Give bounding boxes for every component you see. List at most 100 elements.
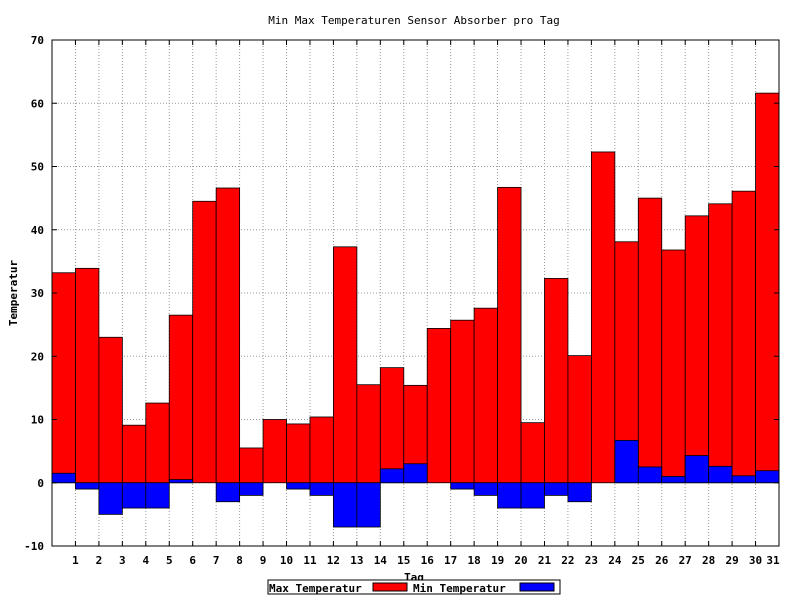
x-tick-label: 14 [374,554,388,567]
legend-label-max: Max Temperatur [269,582,362,595]
y-axis-ticks: -10 0 10 20 30 40 50 60 70 [24,34,779,553]
bar-max-temperatur [473,307,498,484]
bar-min-temperatur [684,455,710,484]
bar-min-temperatur [121,482,147,509]
y-tick-label: -10 [24,540,44,553]
x-axis-ticks: 1 2 3 4 5 6 7 8 9 10 11 12 13 14 15 16 17 18 19 20 21 22 23 24 2… [51,40,780,567]
bar-max-temperatur [379,367,405,484]
x-tick-label: 20 [514,554,527,567]
x-tick-label: 11 [303,554,317,567]
x-tick-label: 31 [766,554,780,567]
bar-min-temperatur [637,466,663,484]
bar-min-temperatur [145,482,170,509]
x-tick-label: 21 [538,554,552,567]
x-tick-label: 2 [96,554,103,567]
x-tick-label: 24 [608,554,622,567]
x-tick-label: 5 [166,554,173,567]
bar-max-temperatur [145,402,170,484]
bar-max-temperatur [239,447,264,484]
bar-min-temperatur [356,482,381,528]
x-tick-label: 1 [72,554,79,567]
y-tick-label: 40 [31,224,44,237]
legend-swatch-min [519,582,555,592]
x-tick-label: 18 [468,554,481,567]
y-tick-label: 60 [31,97,44,110]
x-tick-label: 3 [119,554,126,567]
bar-max-temperatur [450,319,475,484]
x-tick-label: 9 [260,554,267,567]
x-tick-label: 29 [725,554,738,567]
y-tick-label: 10 [31,414,44,427]
x-tick-label: 10 [280,554,293,567]
bar-min-temperatur [98,482,123,515]
bar-min-temperatur [309,482,334,496]
x-tick-label: 23 [585,554,598,567]
x-tick-label: 16 [421,554,435,567]
bar-max-temperatur [309,416,334,484]
bar-max-temperatur [520,422,545,484]
bar-max-temperatur [661,249,686,484]
x-tick-label: 27 [679,554,692,567]
bar-min-temperatur [544,482,569,496]
bar-min-temperatur [614,439,639,484]
bar-min-temperatur [75,482,100,490]
x-tick-label: 4 [142,554,149,567]
bar-max-temperatur [426,328,452,484]
y-tick-label: 30 [31,287,44,300]
bar-max-temperatur [262,419,287,484]
bar-max-temperatur [755,92,780,484]
bar-max-temperatur [215,187,241,484]
bar-max-temperatur [356,384,381,484]
bar-min-temperatur [51,472,76,484]
x-tick-label: 7 [213,554,220,567]
bar-min-temperatur [403,463,428,484]
bar-max-temperatur [708,203,733,484]
x-tick-label: 13 [350,554,363,567]
bar-min-temperatur [497,482,522,509]
y-tick-label: 70 [31,34,44,47]
bar-min-temperatur [755,470,780,484]
legend: Max Temperatur Min Temperatur [267,579,561,595]
bar-min-temperatur [473,482,498,496]
bar-min-temperatur [567,482,592,503]
bar-max-temperatur [75,267,100,484]
x-tick-label: 28 [702,554,715,567]
legend-swatch-max [372,582,408,592]
bar-min-temperatur [168,479,194,484]
x-tick-label: 26 [655,554,669,567]
bar-min-temperatur [520,482,545,509]
x-tick-label: 30 [749,554,762,567]
legend-label-min: Min Temperatur [413,582,506,595]
bar-min-temperatur [450,482,475,490]
legend-box [267,579,561,595]
bar-max-temperatur [168,314,194,484]
bar-max-temperatur [731,190,756,484]
bar-min-temperatur [215,482,241,503]
y-tick-label: 20 [31,350,44,363]
x-tick-label: 12 [327,554,340,567]
bar-max-temperatur [684,215,710,484]
min-series-bars [51,439,780,528]
x-tick-label: 6 [189,554,196,567]
y-axis-label: Temperatur [7,260,20,327]
x-tick-label: 17 [444,554,457,567]
x-tick-label: 19 [491,554,504,567]
x-tick-label: 15 [397,554,410,567]
bar-max-temperatur [637,197,663,484]
x-tick-label: 8 [236,554,243,567]
max-series-bars [51,92,780,484]
bar-min-temperatur [286,482,311,490]
bar-max-temperatur [51,272,76,484]
bar-max-temperatur [121,424,147,484]
bar-min-temperatur [333,482,358,528]
bar-max-temperatur [567,355,592,484]
y-tick-label: 50 [31,161,44,174]
x-tick-label: 25 [632,554,645,567]
bar-min-temperatur [239,482,264,496]
bar-max-temperatur [544,278,569,484]
bar-max-temperatur [98,336,123,484]
x-tick-label: 22 [561,554,574,567]
bar-max-temperatur [286,423,311,484]
bar-max-temperatur [590,151,616,484]
